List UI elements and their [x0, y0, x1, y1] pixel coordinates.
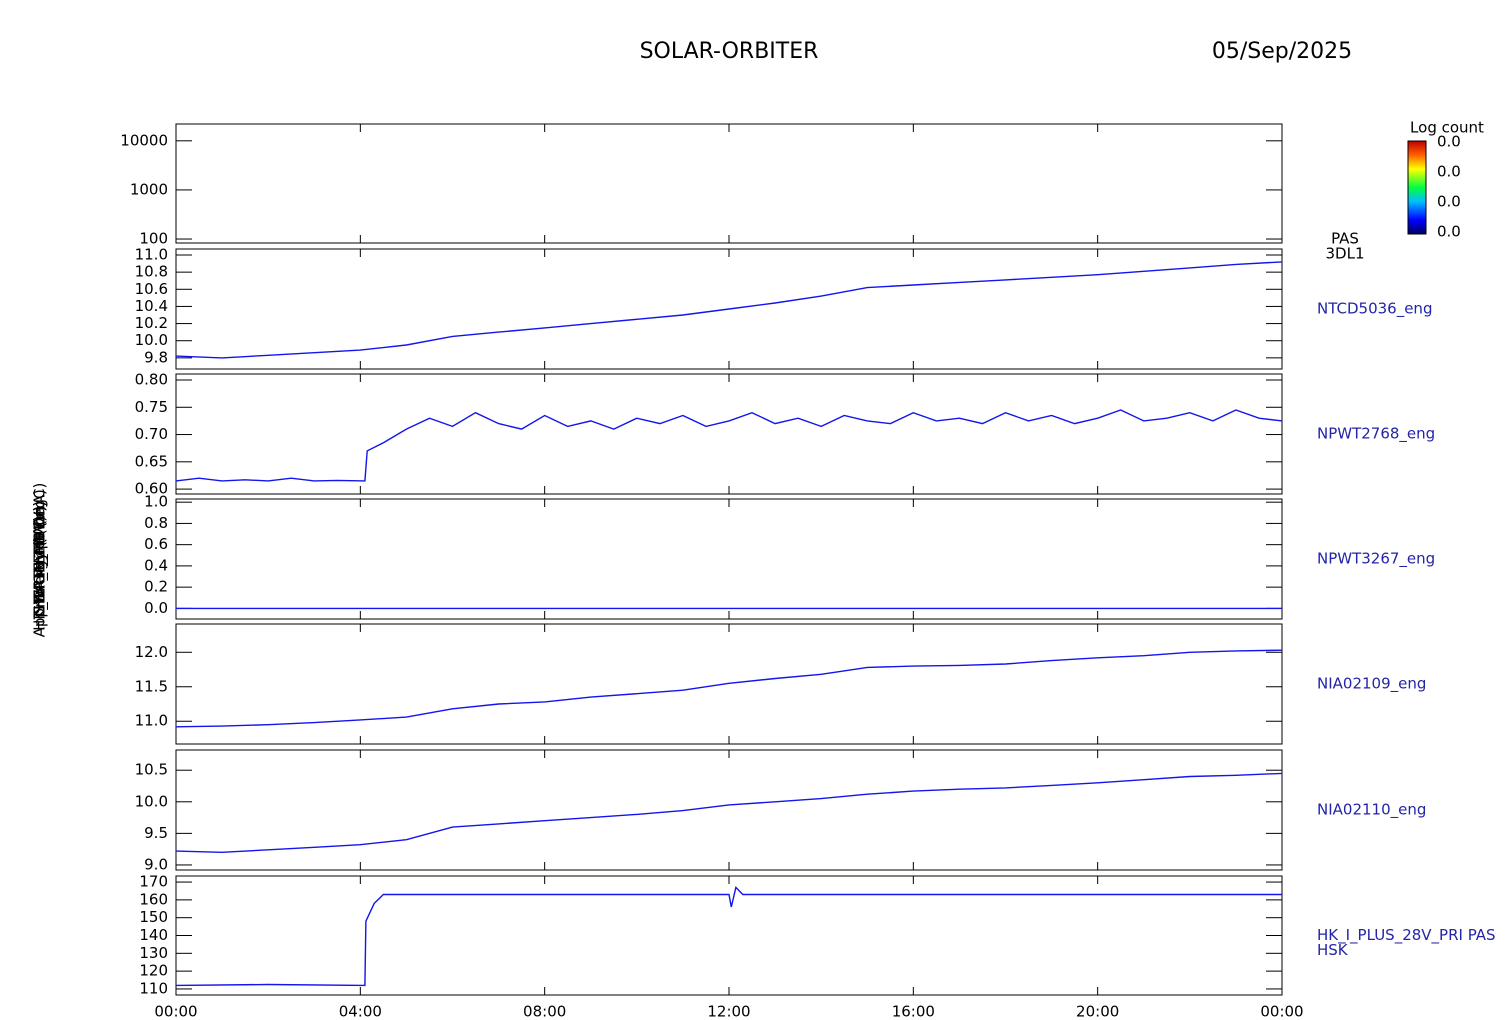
y-tick-label: 10.8	[135, 263, 168, 281]
y-tick-label: 11.5	[135, 677, 168, 695]
y-tick-label: 11.0	[135, 246, 168, 264]
panel-label: NIA02110_eng	[1317, 801, 1426, 820]
data-line	[175, 261, 1283, 359]
y-axis-label: THERM_1 (Mon)	[31, 501, 50, 620]
y-axis-label: Energy (eV)	[31, 516, 49, 604]
y-tick-label: 100	[139, 230, 168, 248]
y-axis-label: SWA_HVPS (V)	[31, 506, 50, 614]
title: SOLAR-ORBITER	[640, 39, 819, 64]
x-tick-label: 08:00	[523, 1003, 566, 1020]
colorbar	[1407, 140, 1427, 235]
data-line	[175, 772, 1283, 854]
colorbar-tick-label: 0.0	[1437, 133, 1461, 151]
y-tick-label: 10.5	[135, 761, 168, 779]
data-line	[175, 649, 1283, 728]
y-tick-label: 9.5	[144, 824, 168, 842]
y-tick-label: 0.8	[144, 514, 168, 532]
y-tick-label: 0.65	[135, 452, 168, 470]
y-tick-label: 0.4	[144, 556, 168, 574]
y-tick-label: 1000	[130, 180, 168, 198]
colorbar-tick-label: 0.0	[1437, 193, 1461, 211]
date: 05/Sep/2025	[1212, 39, 1352, 64]
panel-frame	[175, 498, 1283, 620]
y-axis-label: THERM_2 (Mon)	[31, 501, 50, 620]
y-tick-label: 170	[139, 873, 168, 891]
y-tick-label: 150	[139, 908, 168, 926]
y-tick-label: 12.0	[135, 643, 168, 661]
y-tick-label: 11.0	[135, 712, 168, 730]
x-tick-label: 20:00	[1076, 1003, 1119, 1020]
panel-label: NPWT2768_eng	[1317, 425, 1435, 444]
x-tick-label: 00:00	[154, 1003, 197, 1020]
y-tick-label: 160	[139, 890, 168, 908]
y-tick-label: 140	[139, 926, 168, 944]
panel-label: NTCD5036_eng	[1317, 300, 1432, 319]
y-tick-label: 10000	[120, 131, 168, 149]
y-tick-label: 0.80	[135, 371, 168, 389]
colorbar-tick-label: 0.0	[1437, 163, 1461, 181]
x-tick-label: 12:00	[707, 1003, 750, 1020]
y-tick-label: 0.70	[135, 425, 168, 443]
panel-label: HK_I_PLUS_28V_PRI PAS	[1317, 926, 1496, 945]
panel-label: HSK	[1317, 941, 1349, 959]
panel-frame	[175, 123, 1283, 244]
y-tick-label: 110	[139, 979, 168, 997]
colorbar-label: Log count	[1410, 119, 1484, 137]
y-tick-label: 10.0	[135, 792, 168, 810]
y-tick-label: 0.6	[144, 535, 168, 553]
x-tick-label: 00:00	[1260, 1003, 1303, 1020]
y-tick-label: 10.6	[135, 280, 168, 298]
y-axis-label: HK_IMON_PRI (mA)	[31, 489, 50, 631]
y-tick-label: 130	[139, 944, 168, 962]
x-tick-label: 04:00	[339, 1003, 382, 1020]
panel-label: 3DL1	[1326, 245, 1365, 263]
y-tick-label: 10.0	[135, 331, 168, 349]
panel-label: NPWT3267_eng	[1317, 550, 1435, 569]
y-tick-label: 0.75	[135, 398, 168, 416]
y-tick-label: 10.4	[135, 297, 168, 315]
y-tick-label: 9.8	[144, 348, 168, 366]
panel-frame	[175, 749, 1283, 871]
y-tick-label: 0.2	[144, 578, 168, 596]
y-tick-label: 10.2	[135, 314, 168, 332]
colorbar-tick-label: 0.0	[1437, 223, 1461, 241]
panel-label: NIA02109_eng	[1317, 675, 1426, 694]
x-tick-label: 16:00	[892, 1003, 935, 1020]
panel-frame	[175, 373, 1283, 495]
y-axis-label: SWA_TEMP (V)	[31, 506, 50, 615]
data-line	[175, 409, 1283, 482]
y-tick-label: 120	[139, 962, 168, 980]
data-line	[175, 885, 1282, 987]
y-axis-label: Approx Temp (DegC)	[31, 483, 49, 638]
y-tick-label: 0.60	[135, 480, 168, 498]
panel-label: PAS	[1331, 230, 1359, 248]
y-tick-label: 0.0	[144, 599, 168, 617]
y-tick-label: 9.0	[144, 855, 168, 873]
y-tick-label: 1.0	[144, 493, 168, 511]
